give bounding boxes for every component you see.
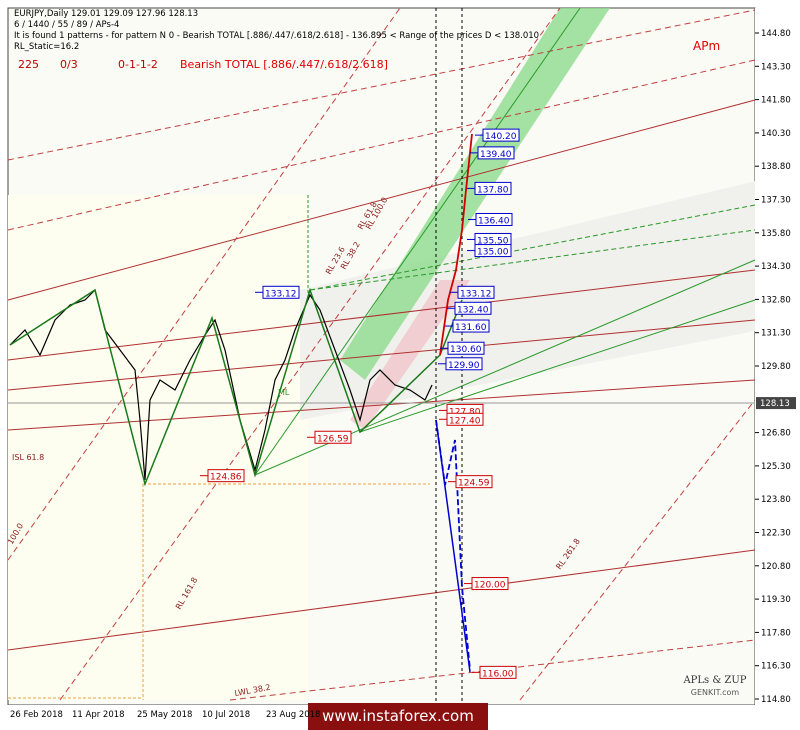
- zone: [300, 180, 760, 420]
- trend-lines: [7, 99, 756, 651]
- current-price-box: [756, 397, 796, 410]
- y-tick-label: 135.80: [761, 229, 791, 239]
- y-tick-label: 123.80: [761, 495, 791, 505]
- y-tick-label: 122.30: [761, 529, 791, 539]
- level-label: 132.40: [457, 305, 489, 315]
- y-tick-label: 114.80: [761, 695, 791, 705]
- level-label: 131.60: [455, 323, 487, 333]
- level-label: 136.40: [478, 216, 510, 226]
- y-tick-label: 134.30: [761, 262, 791, 272]
- watermark: www.instaforex.com: [322, 707, 474, 725]
- zone: [350, 280, 470, 430]
- y-tick-label: 119.30: [761, 595, 791, 605]
- y-tick-label: 129.80: [761, 362, 791, 372]
- line-label: ML: [278, 388, 290, 397]
- level-label: 139.40: [480, 150, 512, 160]
- level-label: 135.50: [477, 236, 509, 246]
- level-label: 133.12: [460, 289, 492, 299]
- y-tick-label: 132.80: [761, 295, 791, 305]
- y-tick-label: 140.30: [761, 129, 791, 139]
- level-label: 127.80: [449, 407, 481, 417]
- y-tick-label: 117.80: [761, 628, 791, 638]
- y-tick-label: 131.30: [761, 329, 791, 339]
- level-label: 126.59: [317, 434, 349, 444]
- y-tick-label: 141.80: [761, 96, 791, 106]
- stat: 0/3: [60, 58, 78, 71]
- level-label: 137.80: [477, 185, 509, 195]
- level-label: 124.59: [458, 479, 490, 489]
- y-tick-label: 138.80: [761, 162, 791, 172]
- x-tick-label: 25 May 2018: [137, 710, 192, 720]
- projection: [435, 419, 471, 671]
- y-tick-label: 137.30: [761, 196, 791, 206]
- brand: APLs & ZUP: [682, 675, 746, 686]
- header-line: It is found 1 patterns - for pattern N 0…: [14, 31, 539, 41]
- x-tick-label: 23 Aug 2018: [266, 710, 320, 720]
- y-tick-label: 120.80: [761, 562, 791, 572]
- y-tick-label: 126.80: [761, 429, 791, 439]
- header-line: 6 / 1440 / 55 / 89 / APs-4: [14, 20, 119, 30]
- zigzag: [9, 287, 463, 487]
- y-tick-label: 116.30: [761, 662, 791, 672]
- level-label: 130.60: [450, 345, 482, 355]
- brand-site: GENKIT.com: [691, 688, 740, 697]
- y-tick-label: 143.30: [761, 62, 791, 72]
- level-label: 127.40: [449, 416, 481, 426]
- zone: [8, 195, 308, 700]
- x-tick-label: 11 Apr 2018: [72, 710, 125, 720]
- level-label: 116.00: [482, 669, 514, 679]
- level-label: 124.86: [210, 473, 242, 483]
- header-line: RL_Static=16.2: [14, 42, 79, 52]
- x-tick-label: 26 Feb 2018: [10, 710, 63, 720]
- level-label: 120.00: [474, 581, 506, 591]
- dashed-lines: [7, 7, 756, 701]
- level-label: 133.12: [265, 289, 297, 299]
- y-tick-label: 144.80: [761, 29, 791, 39]
- tag: APm: [693, 39, 720, 53]
- line-label: ISL 61.8: [12, 453, 44, 462]
- current-price: 128.13: [760, 399, 790, 409]
- x-tick-label: 10 Jul 2018: [202, 710, 250, 720]
- watermark-box: [308, 703, 488, 730]
- y-tick-label: 125.30: [761, 462, 791, 472]
- level-label: 140.20: [485, 132, 517, 142]
- level-label: 129.90: [448, 361, 480, 371]
- level-label: 135.00: [477, 248, 509, 258]
- projection: [439, 133, 473, 356]
- pattern-name: Bearish TOTAL [.886/.447/.618/2.618]: [180, 58, 388, 71]
- stat: 0-1-1-2: [118, 58, 158, 71]
- projection: [435, 419, 471, 673]
- header-line: EURJPY,Daily 129.01 129.09 127.96 128.13: [14, 9, 198, 19]
- axis-panel: [755, 8, 800, 705]
- stat: 225: [18, 58, 39, 71]
